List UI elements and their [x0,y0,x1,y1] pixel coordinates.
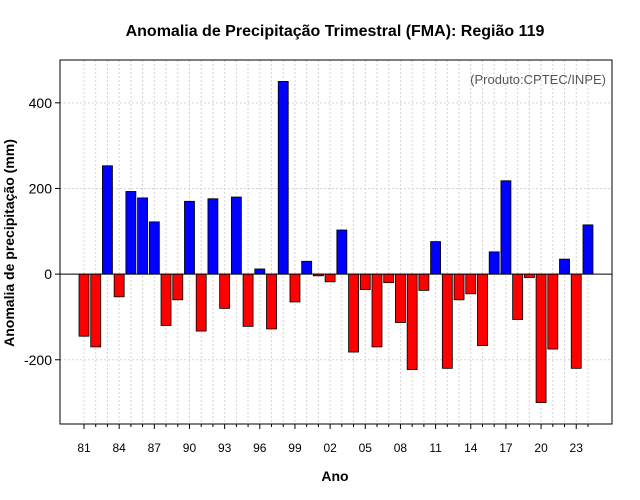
y-tick-label: 0 [44,266,52,282]
bar-1988 [160,273,172,326]
bar-1991 [195,273,207,332]
x-tick-label: 96 [253,441,267,455]
bars [78,81,594,403]
y-axis-label: Anomalia de precipitação (mm) [1,139,17,347]
chart-title: Anomalia de Precipitação Trimestral (FMA… [126,23,545,40]
x-tick-label: 11 [429,441,442,455]
bar-1993 [219,273,231,309]
x-tick-label: 20 [534,441,548,455]
y-tick-label: 200 [29,180,53,196]
bar-2017 [500,180,512,275]
bar-2016 [488,251,500,275]
axes: -200 0 200 400 81 84 87 90 93 96 99 02 05 08 11 14 17 20 2… [24,59,613,455]
plot-frame [59,59,613,425]
x-tick-label: 99 [288,441,302,455]
bar-1982 [90,273,102,348]
bar-1986 [137,197,149,275]
bar-1984 [113,273,125,298]
bar-2009 [406,273,418,371]
x-tick-label: 14 [464,441,478,455]
y-tick-label: -200 [24,352,52,368]
bar-2011 [430,241,442,275]
bar-1998 [277,81,289,275]
bar-2018 [512,273,524,320]
bar-1997 [266,273,277,330]
bar-2014 [465,273,477,295]
bar-2010 [418,273,430,291]
x-tick-label: 05 [359,441,373,455]
bar-2003 [336,229,348,275]
x-tick-label: 87 [148,441,162,455]
bar-1992 [207,198,219,275]
x-tick-label: 81 [77,441,91,455]
bar-1987 [148,221,160,275]
x-tick-label: 17 [499,441,513,455]
bar-1996 [254,268,266,275]
bar-2006 [371,273,383,348]
x-axis-label: Ano [321,468,348,484]
bar-1995 [242,273,254,327]
bar-2019 [523,273,535,278]
x-tick-label: 02 [323,441,337,455]
bar-1989 [172,273,184,301]
bar-2021 [547,273,559,350]
x-tick-label: 90 [183,441,197,455]
x-tick-label: 93 [218,441,232,455]
x-tick-label: 08 [394,441,408,455]
credit-annotation: (Produto:CPTEC/INPE) [470,72,606,87]
bar-2012 [441,273,453,369]
bar-1981 [78,273,90,337]
bar-1990 [184,200,195,275]
bar-2020 [535,273,547,403]
bar-1994 [230,196,242,275]
bar-2024 [582,224,594,275]
bar-2013 [453,273,465,301]
bar-2004 [348,273,359,353]
bar-2000 [301,260,313,275]
bar-1983 [102,165,113,275]
y-tick-label: 400 [29,95,53,111]
bar-2022 [559,258,570,275]
bar-1985 [125,191,137,275]
bar-2005 [359,273,371,290]
bar-1999 [289,273,301,303]
bar-2002 [324,273,336,283]
bar-2023 [570,273,582,369]
bar-2015 [477,273,488,347]
bar-2007 [383,273,395,284]
x-tick-label: 23 [570,441,584,455]
x-tick-label: 84 [112,441,126,455]
bar-2008 [395,273,406,323]
